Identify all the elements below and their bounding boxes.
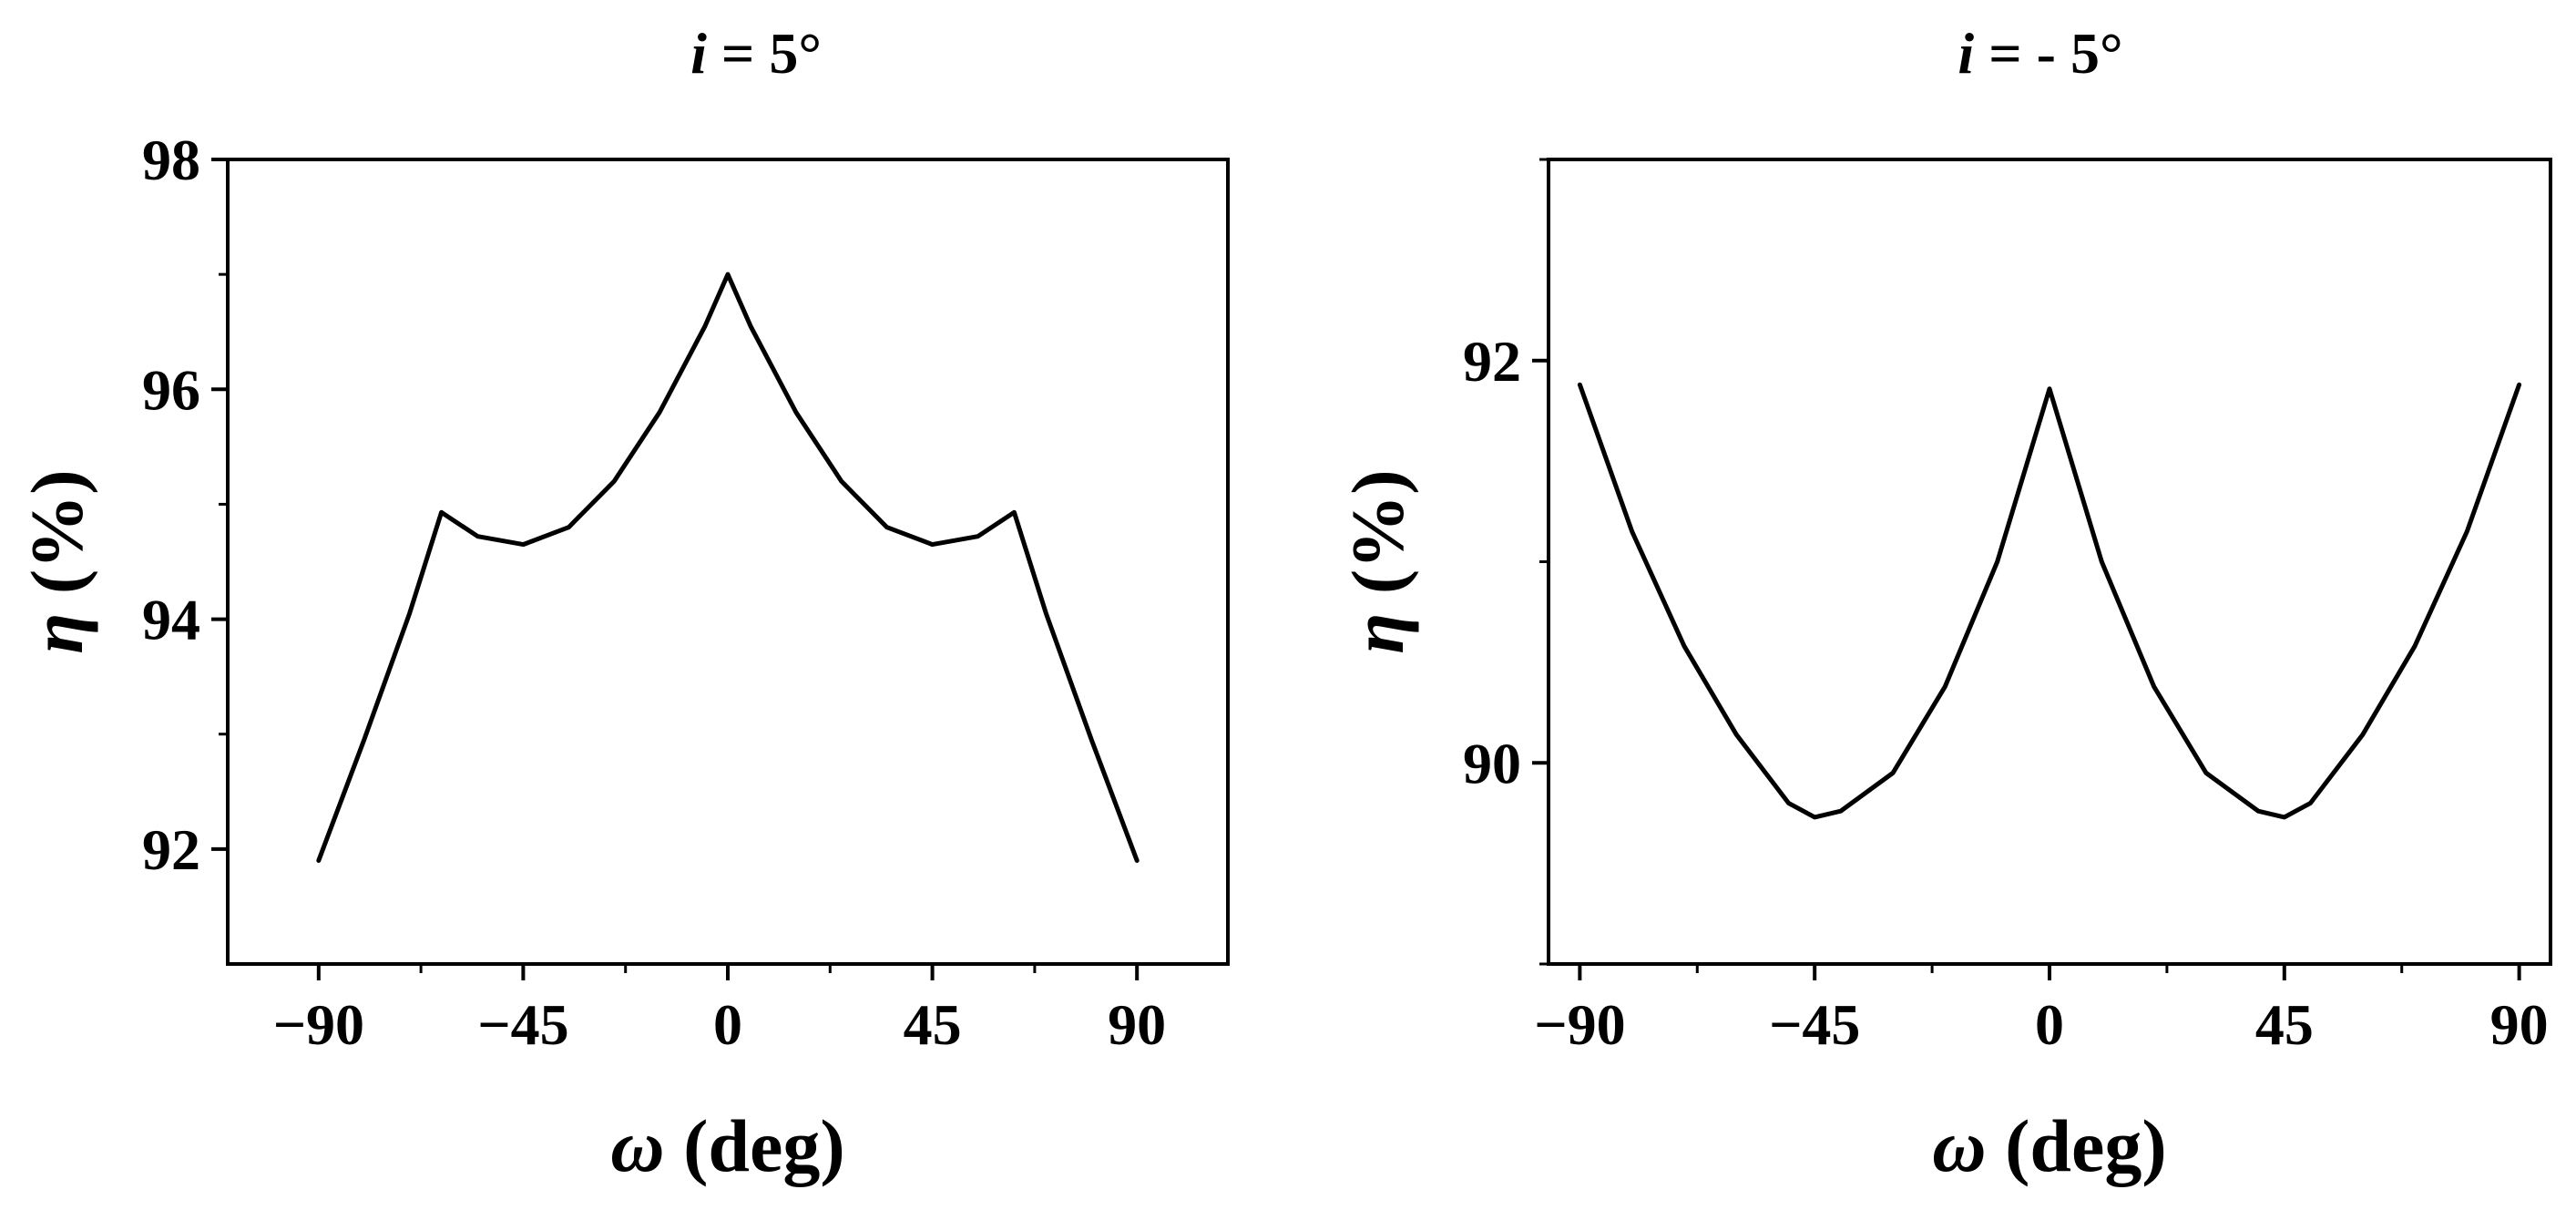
- y-tick-label: 92: [1463, 329, 1521, 394]
- y-axis-label-symbol: η: [15, 613, 98, 654]
- series-line-1: [316, 272, 1140, 863]
- x-axis-label-symbol: ω: [1932, 1104, 1986, 1187]
- y-axis-label: η (%): [15, 469, 98, 653]
- x-tick-label: −90: [273, 992, 364, 1057]
- y-axis-label-text: (%): [15, 469, 98, 612]
- chart-title-text: = - 5°: [1974, 21, 2122, 86]
- x-tick-label: −45: [477, 992, 568, 1057]
- y-tick-label: 90: [1463, 731, 1521, 795]
- y-tick-label: 92: [142, 817, 200, 882]
- x-tick-label: −90: [1534, 992, 1625, 1057]
- x-tick-label: 45: [904, 992, 962, 1057]
- chart-title-symbol: i: [690, 21, 707, 86]
- chart-title-text: = 5°: [707, 21, 822, 86]
- y-tick-label: 94: [142, 588, 200, 652]
- chart-title-symbol: i: [1958, 21, 1974, 86]
- y-axis-label-text: (%): [1336, 469, 1419, 612]
- y-tick-label: 98: [142, 128, 200, 192]
- x-tick-label: 45: [2255, 992, 2314, 1057]
- chart-panel-1: i = 5° −90 −45 0 45 90 92 94 96 98 ω (deg) η (%): [15, 21, 1230, 1187]
- x-tick-label: 90: [1108, 992, 1166, 1057]
- y-axis-label-symbol: η: [1336, 613, 1419, 654]
- chart-panel-2: i = - 5° −90 −45 0 45 90 90 92 ω (deg) η (%): [1336, 21, 2552, 1187]
- plot-frame: [226, 158, 1230, 966]
- y-tick-label: 96: [142, 357, 200, 422]
- y-axis-label: η (%): [1336, 469, 1419, 653]
- x-tick-label: −45: [1769, 992, 1860, 1057]
- x-tick-label: 90: [2490, 992, 2549, 1057]
- series-line-1: [1577, 382, 2522, 820]
- x-axis-label: ω (deg): [610, 1104, 844, 1187]
- x-tick-label: 0: [713, 992, 742, 1057]
- plot-frame: [1547, 158, 2552, 966]
- chart-title: i = 5°: [690, 21, 822, 86]
- x-tick-label: 0: [2035, 992, 2064, 1057]
- x-axis-label: ω (deg): [1932, 1104, 2166, 1187]
- x-axis-label-symbol: ω: [610, 1104, 664, 1187]
- x-axis-label-text: (deg): [1987, 1104, 2167, 1187]
- x-axis-label-text: (deg): [665, 1104, 845, 1187]
- chart-title: i = - 5°: [1958, 21, 2122, 86]
